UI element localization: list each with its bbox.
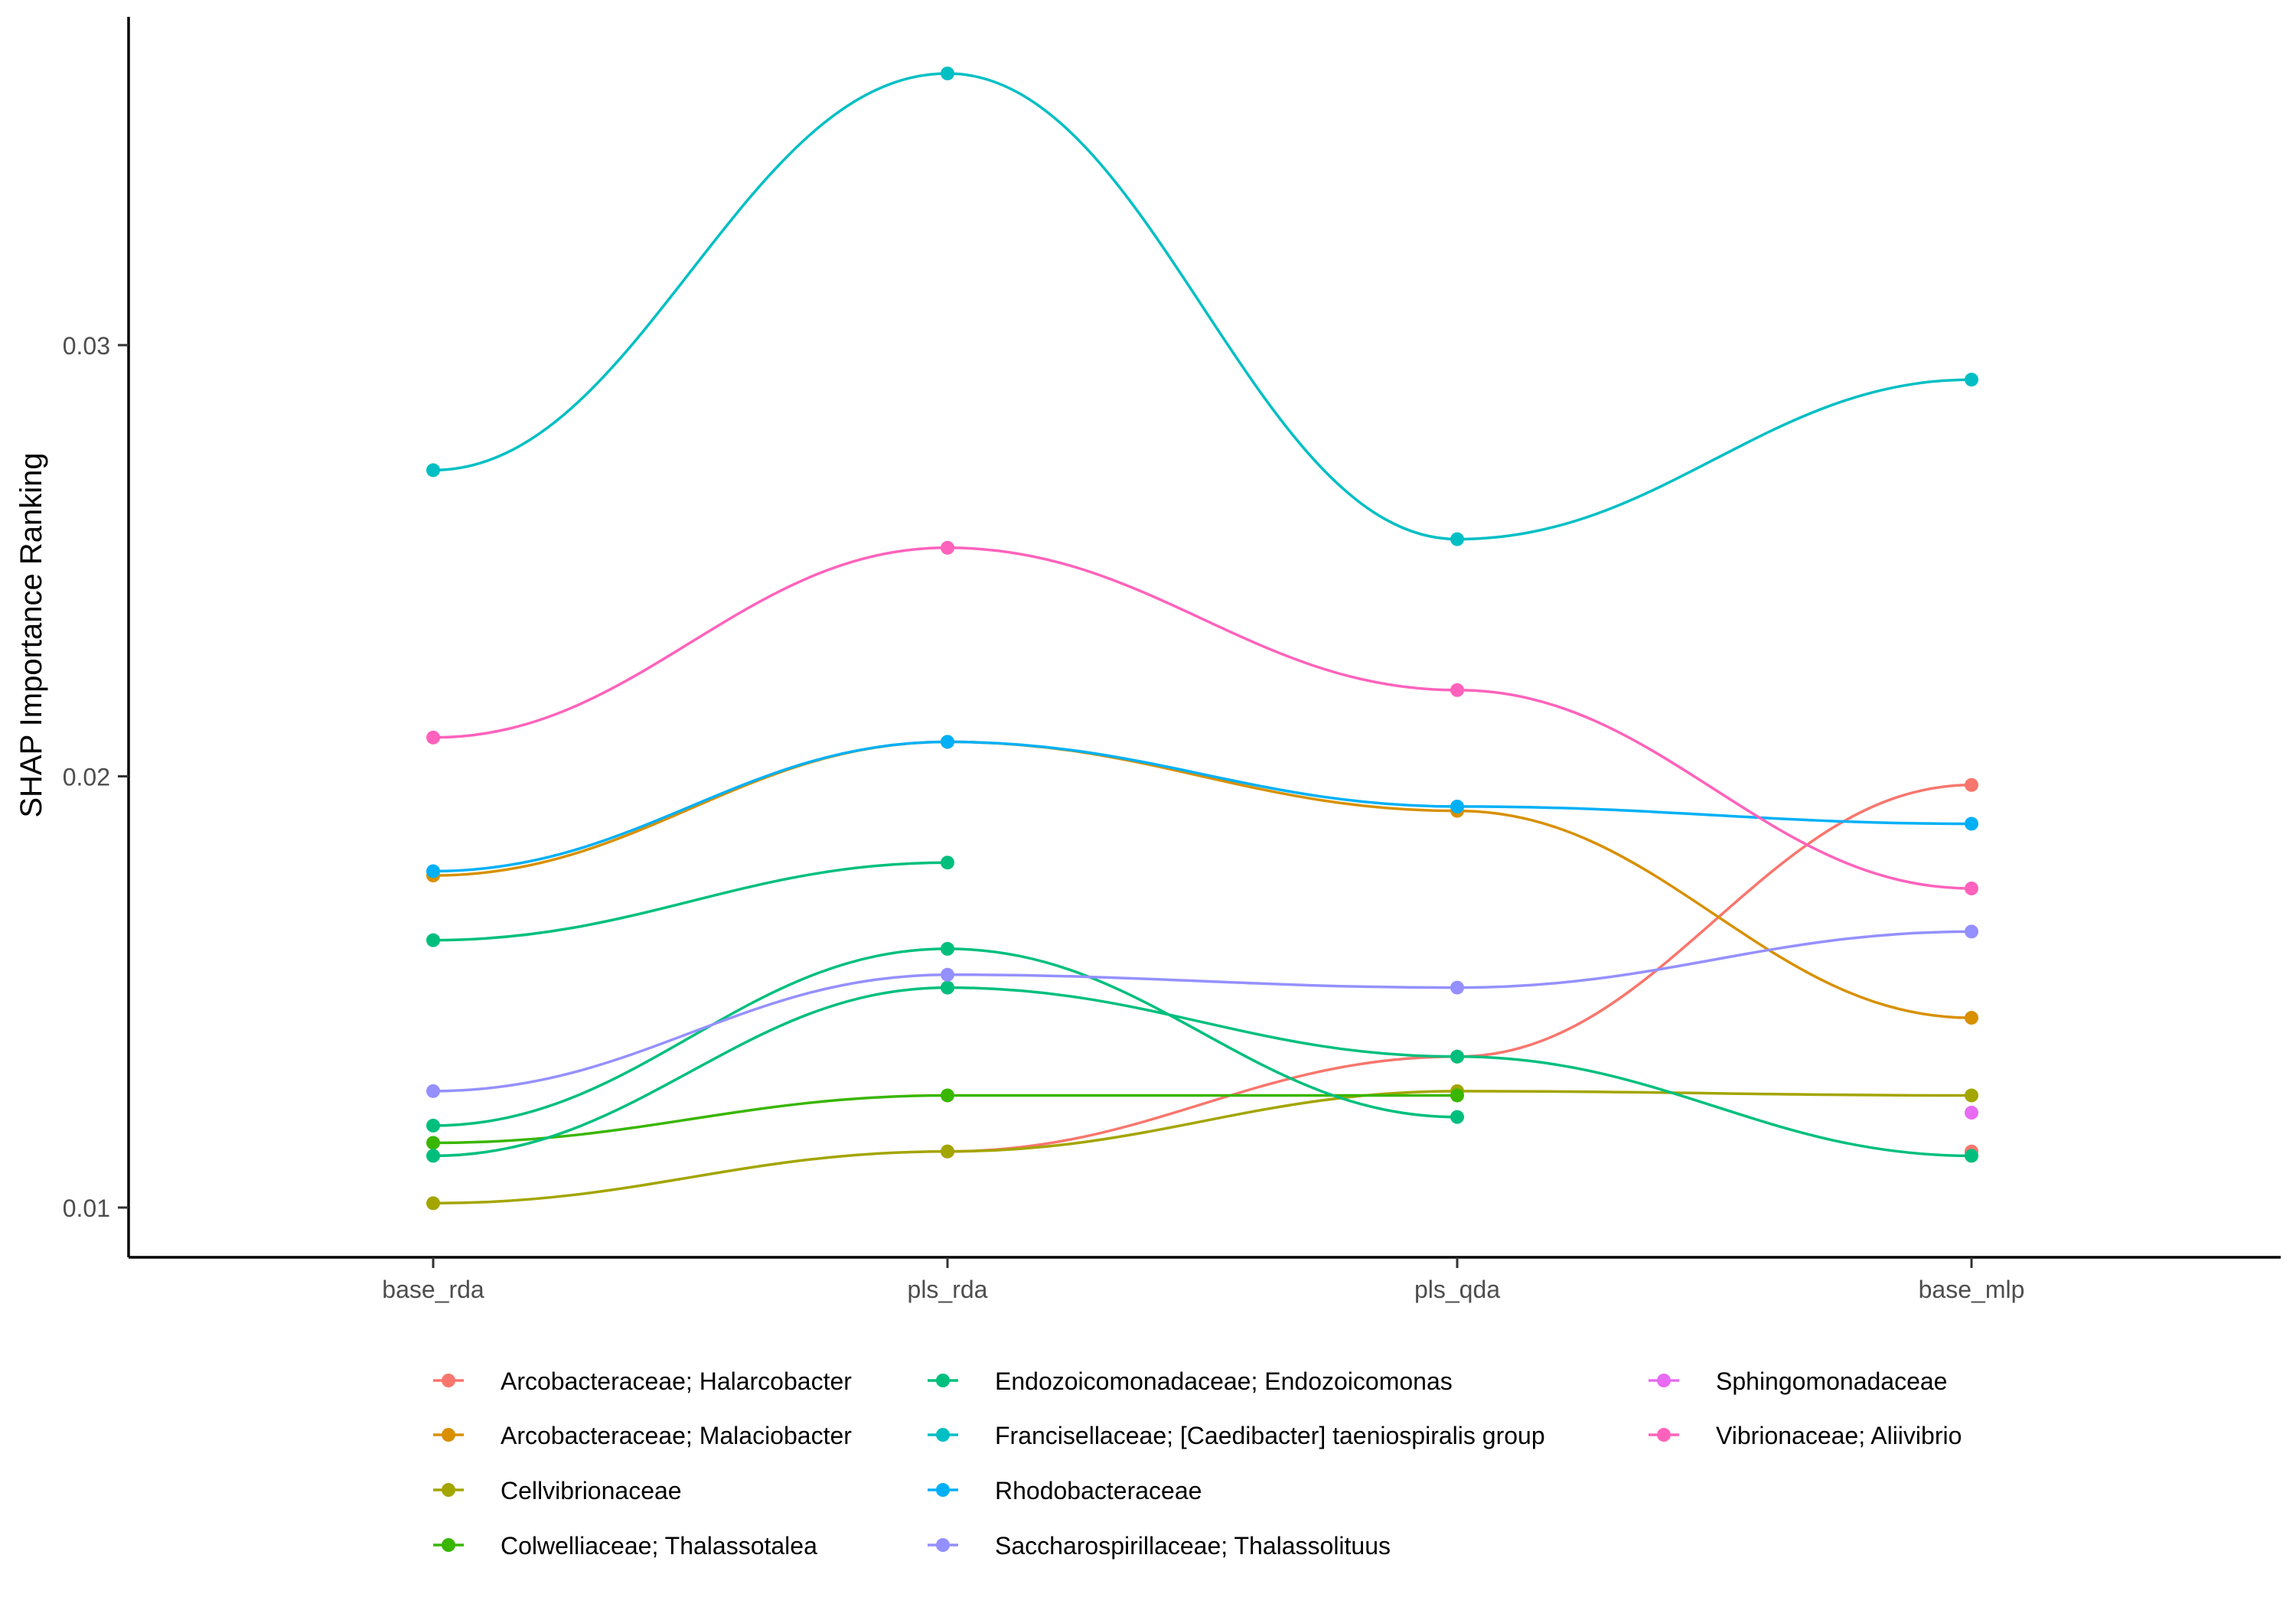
- data-point: [1965, 373, 1978, 387]
- series-line: [432, 861, 948, 942]
- series-line: [432, 546, 1972, 890]
- x-tick-label: base_rda: [382, 1276, 484, 1303]
- legend-label: Sphingomonadaceae: [1716, 1367, 1947, 1395]
- legend-item: Rhodobacteraceae: [928, 1477, 1202, 1504]
- legend-label: Endozoicomonadaceae; Endozoicomonas: [995, 1367, 1453, 1395]
- data-point: [1450, 683, 1464, 697]
- y-tick-label: 0.02: [63, 764, 110, 791]
- series-line: [432, 1090, 1972, 1205]
- data-point: [426, 463, 440, 478]
- data-point: [1450, 1110, 1464, 1124]
- data-point: [941, 980, 954, 995]
- data-point: [426, 1196, 440, 1211]
- legend-item: Arcobacteraceae; Malaciobacter: [433, 1422, 852, 1449]
- legend-key-point: [442, 1483, 455, 1497]
- series-line: [432, 72, 1972, 541]
- data-point: [941, 1144, 954, 1159]
- points-layer: [426, 66, 1978, 1211]
- legend-label: Arcobacteraceae; Halarcobacter: [501, 1367, 852, 1395]
- legend-key-point: [1657, 1428, 1671, 1442]
- legend-label: Colwelliaceae; Thalassotalea: [501, 1532, 817, 1560]
- legend-item: Cellvibrionaceae: [433, 1477, 682, 1504]
- legend-label: Saccharospirillaceae; Thalassolituus: [995, 1532, 1391, 1560]
- data-point: [941, 856, 954, 870]
- legend-item: Saccharospirillaceae; Thalassolituus: [928, 1532, 1391, 1560]
- legend-item: Endozoicomonadaceae; Endozoicomonas: [928, 1367, 1453, 1395]
- legend-key-point: [936, 1428, 950, 1442]
- data-point: [1965, 1149, 1978, 1163]
- x-tick-label: pls_qda: [1414, 1276, 1500, 1303]
- legend-label: Arcobacteraceae; Malaciobacter: [501, 1422, 852, 1449]
- series-line: [432, 740, 1972, 1019]
- plot-area: [426, 66, 1978, 1211]
- data-point: [1965, 924, 1978, 939]
- y-axis-ticks: 0.01 0.02 0.03: [63, 332, 129, 1222]
- legend-key-point: [442, 1374, 455, 1387]
- x-axis-ticks: base_rda pls_rda pls_qda base_mlp: [382, 1257, 2024, 1303]
- legend-key-point: [1657, 1374, 1671, 1387]
- legend-label: Vibrionaceae; Aliivibrio: [1716, 1422, 1962, 1449]
- legend-key-point: [442, 1538, 455, 1552]
- data-point: [941, 540, 954, 555]
- x-tick-label: base_mlp: [1919, 1276, 2025, 1303]
- data-point: [1965, 777, 1978, 792]
- series-line: [432, 740, 1972, 873]
- data-point: [1450, 1049, 1464, 1064]
- series-line: [432, 930, 1972, 1093]
- legend-label: Rhodobacteraceae: [995, 1477, 1202, 1504]
- legend-key-point: [936, 1538, 950, 1552]
- legend-key-point: [442, 1428, 455, 1442]
- x-tick-label: pls_rda: [908, 1276, 988, 1303]
- data-point: [426, 1136, 440, 1150]
- y-tick-label: 0.01: [63, 1195, 110, 1222]
- legend-item: Colwelliaceae; Thalassotalea: [433, 1532, 817, 1560]
- legend-item: Sphingomonadaceae: [1649, 1367, 1947, 1395]
- data-point: [426, 933, 440, 947]
- legend-item: Arcobacteraceae; Halarcobacter: [433, 1367, 852, 1395]
- data-point: [941, 66, 954, 80]
- data-point: [1965, 1106, 1978, 1120]
- data-point: [426, 1118, 440, 1133]
- data-point: [941, 1088, 954, 1103]
- legend-item: Francisellaceae; [Caedibacter] taeniospi…: [928, 1422, 1545, 1449]
- data-point: [941, 967, 954, 982]
- legend-item: Vibrionaceae; Aliivibrio: [1649, 1422, 1962, 1449]
- legend: Arcobacteraceae; Halarcobacter Arcobacter…: [433, 1367, 1962, 1560]
- data-point: [941, 735, 954, 749]
- data-point: [426, 1149, 440, 1163]
- y-axis-label: SHAP Importance Ranking: [15, 452, 48, 817]
- series-line: [432, 986, 1972, 1158]
- data-point: [426, 864, 440, 878]
- data-point: [426, 1084, 440, 1098]
- y-tick-label: 0.03: [63, 332, 110, 360]
- data-point: [1965, 1088, 1978, 1103]
- data-point: [1965, 1011, 1978, 1025]
- data-point: [1450, 1088, 1464, 1103]
- data-point: [941, 941, 954, 956]
- data-point: [1965, 817, 1978, 831]
- data-point: [426, 730, 440, 745]
- data-point: [1450, 532, 1464, 546]
- legend-key-point: [936, 1374, 950, 1387]
- legend-label: Cellvibrionaceae: [501, 1477, 682, 1504]
- legend-label: Francisellaceae; [Caedibacter] taeniospi…: [995, 1422, 1545, 1449]
- data-point: [1450, 799, 1464, 813]
- legend-key-point: [936, 1483, 950, 1497]
- data-point: [1450, 980, 1464, 995]
- data-point: [1965, 882, 1978, 896]
